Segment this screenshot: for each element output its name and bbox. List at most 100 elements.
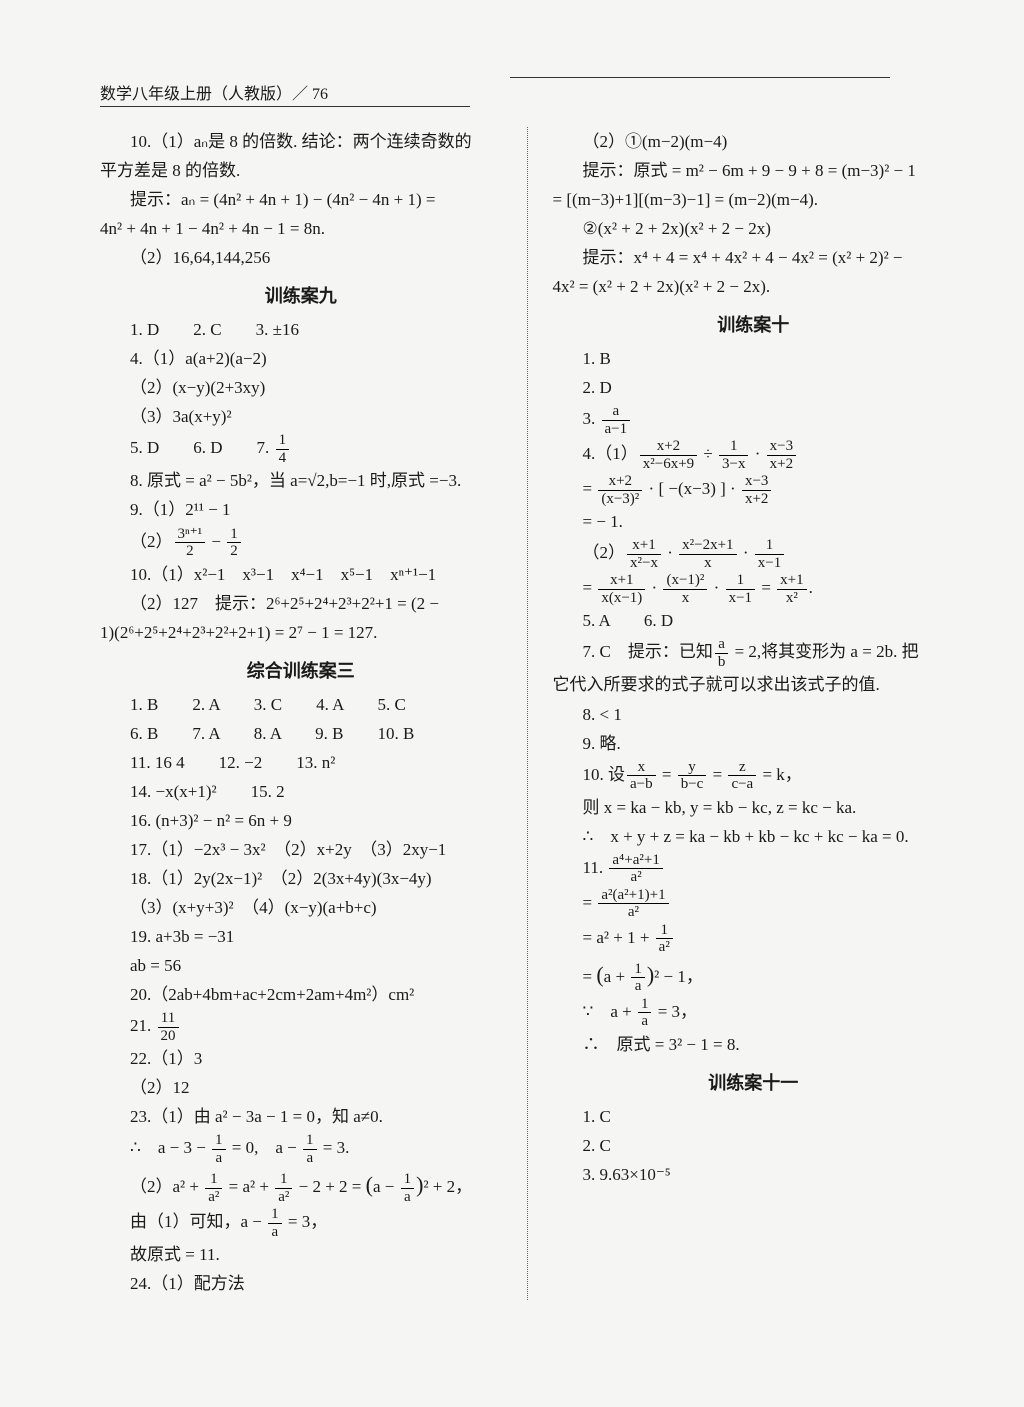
text-line: 1. B 2. A 3. C 4. A 5. C xyxy=(100,691,502,719)
fraction: 12 xyxy=(227,526,241,560)
text-line: （2）①(m−2)(m−4) xyxy=(553,128,955,156)
text-line: 1)(2⁶+2⁵+2⁴+2³+2²+2+1) = 2⁷ − 1 = 127. xyxy=(100,619,502,647)
text-line: 提示：原式 = m² − 6m + 9 − 9 + 8 = (m−3)² − 1 xyxy=(553,157,955,185)
fraction: 1x−1 xyxy=(755,537,784,571)
fraction: 1a² xyxy=(205,1171,222,1205)
text-line: 则 x = ka − kb, y = kb − kc, z = kc − ka. xyxy=(553,794,955,822)
text-line: 3. aa−1 xyxy=(553,403,955,437)
text: 由（1）可知，a − xyxy=(130,1212,266,1231)
fraction: x+1x²−x xyxy=(627,537,661,571)
page-header: 数学八年级上册（人教版）／ 76 xyxy=(100,80,470,107)
text-line: 21. 1120 xyxy=(100,1010,502,1044)
fraction: x+2x²−6x+9 xyxy=(640,438,697,472)
two-column-layout: 10.（1）aₙ是 8 的倍数. 结论：两个连续奇数的 平方差是 8 的倍数. … xyxy=(100,127,954,1300)
text: = xyxy=(583,479,597,498)
text-line: ∴ 原式 = 3² − 1 = 8. xyxy=(553,1031,955,1059)
section-title-9: 训练案九 xyxy=(100,282,502,308)
text: · xyxy=(663,543,677,562)
page-content: 数学八年级上册（人教版）／ 76 10.（1）aₙ是 8 的倍数. 结论：两个连… xyxy=(0,0,1024,1340)
text-line: 11. a⁴+a²+1a² xyxy=(553,852,955,886)
text: （2）a² + xyxy=(130,1177,203,1196)
text-line: = x+1x(x−1) · (x−1)²x · 1x−1 = x+1x². xyxy=(553,572,955,606)
text: 4.（1） xyxy=(583,444,638,463)
text: · [ −(x−3) ] · xyxy=(644,479,740,498)
text-line: 24.（1）配方法 xyxy=(100,1270,502,1298)
fraction: yb−c xyxy=(678,759,707,793)
text-line: 提示：x⁴ + 4 = x⁴ + 4x² + 4 − 4x² = (x² + 2… xyxy=(553,244,955,272)
text: ÷ xyxy=(699,444,717,463)
text-line: 10.（1）aₙ是 8 的倍数. 结论：两个连续奇数的 xyxy=(100,128,502,156)
text-line: 1. D 2. C 3. ±16 xyxy=(100,316,502,344)
text-line: 9. 略. xyxy=(553,730,955,758)
text: = xyxy=(583,893,597,912)
fraction: 1a xyxy=(631,961,645,995)
text-line: （2）(x−y)(2+3xy) xyxy=(100,374,502,402)
fraction: x²−2x+1x xyxy=(679,537,736,571)
text-line: 22.（1）3 xyxy=(100,1045,502,1073)
text-line: 由（1）可知，a − 1a = 3， xyxy=(100,1206,502,1240)
text: = xyxy=(583,578,597,597)
text-line: 5. D 6. D 7. 14 xyxy=(100,432,502,466)
text: = 3， xyxy=(284,1212,328,1231)
text-line: ab = 56 xyxy=(100,952,502,980)
fraction: 1a² xyxy=(275,1171,292,1205)
text-line: （2）x+1x²−x · x²−2x+1x · 1x−1 xyxy=(553,537,955,571)
text-line: = [(m−3)+1][(m−3)−1] = (m−2)(m−4). xyxy=(553,186,955,214)
text-line: = − 1. xyxy=(553,508,955,536)
text: · xyxy=(709,578,723,597)
text: 10. 设 xyxy=(583,765,626,784)
fraction: x+2(x−3)² xyxy=(598,473,642,507)
text-line: （2）12 xyxy=(100,1074,502,1102)
text: 7. C 提示：已知 xyxy=(583,642,713,661)
text-line: 平方差是 8 的倍数. xyxy=(100,157,502,185)
text-line: 10. 设xa−b = yb−c = zc−a = k， xyxy=(553,759,955,793)
text-line: ②(x² + 2 + 2x)(x² + 2 − 2x) xyxy=(553,215,955,243)
text: ∴ a − 3 − xyxy=(130,1138,210,1157)
column-divider xyxy=(527,127,528,1300)
fraction: x+1x² xyxy=(777,572,806,606)
text: − 2 + 2 = xyxy=(294,1177,365,1196)
text-line: 3. 9.63×10⁻⁵ xyxy=(553,1161,955,1189)
text: = 0, a − xyxy=(228,1138,301,1157)
text-line: 4.（1）a(a+2)(a−2) xyxy=(100,345,502,373)
text: = xyxy=(583,967,597,986)
text-line: 提示：aₙ = (4n² + 4n + 1) − (4n² − 4n + 1) … xyxy=(100,186,502,214)
text-line: = x+2(x−3)² · [ −(x−3) ] · x−3x+2 xyxy=(553,473,955,507)
text: − 1， xyxy=(659,967,703,986)
text: = xyxy=(708,765,726,784)
fraction: ab xyxy=(715,636,729,670)
text-line: 23.（1）由 a² − 3a − 1 = 0，知 a≠0. xyxy=(100,1103,502,1131)
text-line: （2）16,64,144,256 xyxy=(100,244,502,272)
text-line: 4n² + 4n + 1 − 4n² + 4n − 1 = 8n. xyxy=(100,215,502,243)
fraction: a²(a²+1)+1a² xyxy=(598,887,668,921)
text: · xyxy=(750,444,764,463)
fraction: xa−b xyxy=(627,759,656,793)
text-line: 5. A 6. D xyxy=(553,607,955,635)
fraction: 1a xyxy=(212,1132,226,1166)
text-line: （3）(x+y+3)² （4）(x−y)(a+b+c) xyxy=(100,894,502,922)
text-line: 4.（1）x+2x²−6x+9 ÷ 13−x · x−3x+2 xyxy=(553,438,955,472)
text-line: 11. 16 4 12. −2 13. n² xyxy=(100,749,502,777)
section-title-10: 训练案十 xyxy=(553,311,955,337)
text-line: 9.（1）2¹¹ − 1 xyxy=(100,496,502,524)
text-line: 4x² = (x² + 2 + 2x)(x² + 2 − 2x). xyxy=(553,273,955,301)
left-column: 10.（1）aₙ是 8 的倍数. 结论：两个连续奇数的 平方差是 8 的倍数. … xyxy=(100,127,502,1300)
text: + 2， xyxy=(429,1177,473,1196)
text: ∵ a + xyxy=(583,1002,636,1021)
right-column: （2）①(m−2)(m−4) 提示：原式 = m² − 6m + 9 − 9 +… xyxy=(553,127,955,1300)
text-line: 它代入所要求的式子就可以求出该式子的值. xyxy=(553,671,955,699)
text: · xyxy=(647,578,661,597)
text-line: 7. C 提示：已知ab = 2,将其变形为 a = 2b. 把 xyxy=(553,636,955,670)
text-line: 1. B xyxy=(553,345,955,373)
fraction: 13−x xyxy=(719,438,748,472)
text-line: = (a + 1a)² − 1， xyxy=(553,957,955,995)
text-line: ∴ x + y + z = ka − kb + kb − kc + kc − k… xyxy=(553,823,955,851)
fraction: 1120 xyxy=(158,1010,179,1044)
fraction: a⁴+a²+1a² xyxy=(609,852,662,886)
text: = xyxy=(757,578,775,597)
text-line: 14. −x(x+1)² 15. 2 xyxy=(100,778,502,806)
fraction: 1a xyxy=(401,1171,415,1205)
text-line: 2. D xyxy=(553,374,955,402)
text: . xyxy=(809,578,813,597)
text: · xyxy=(739,543,753,562)
